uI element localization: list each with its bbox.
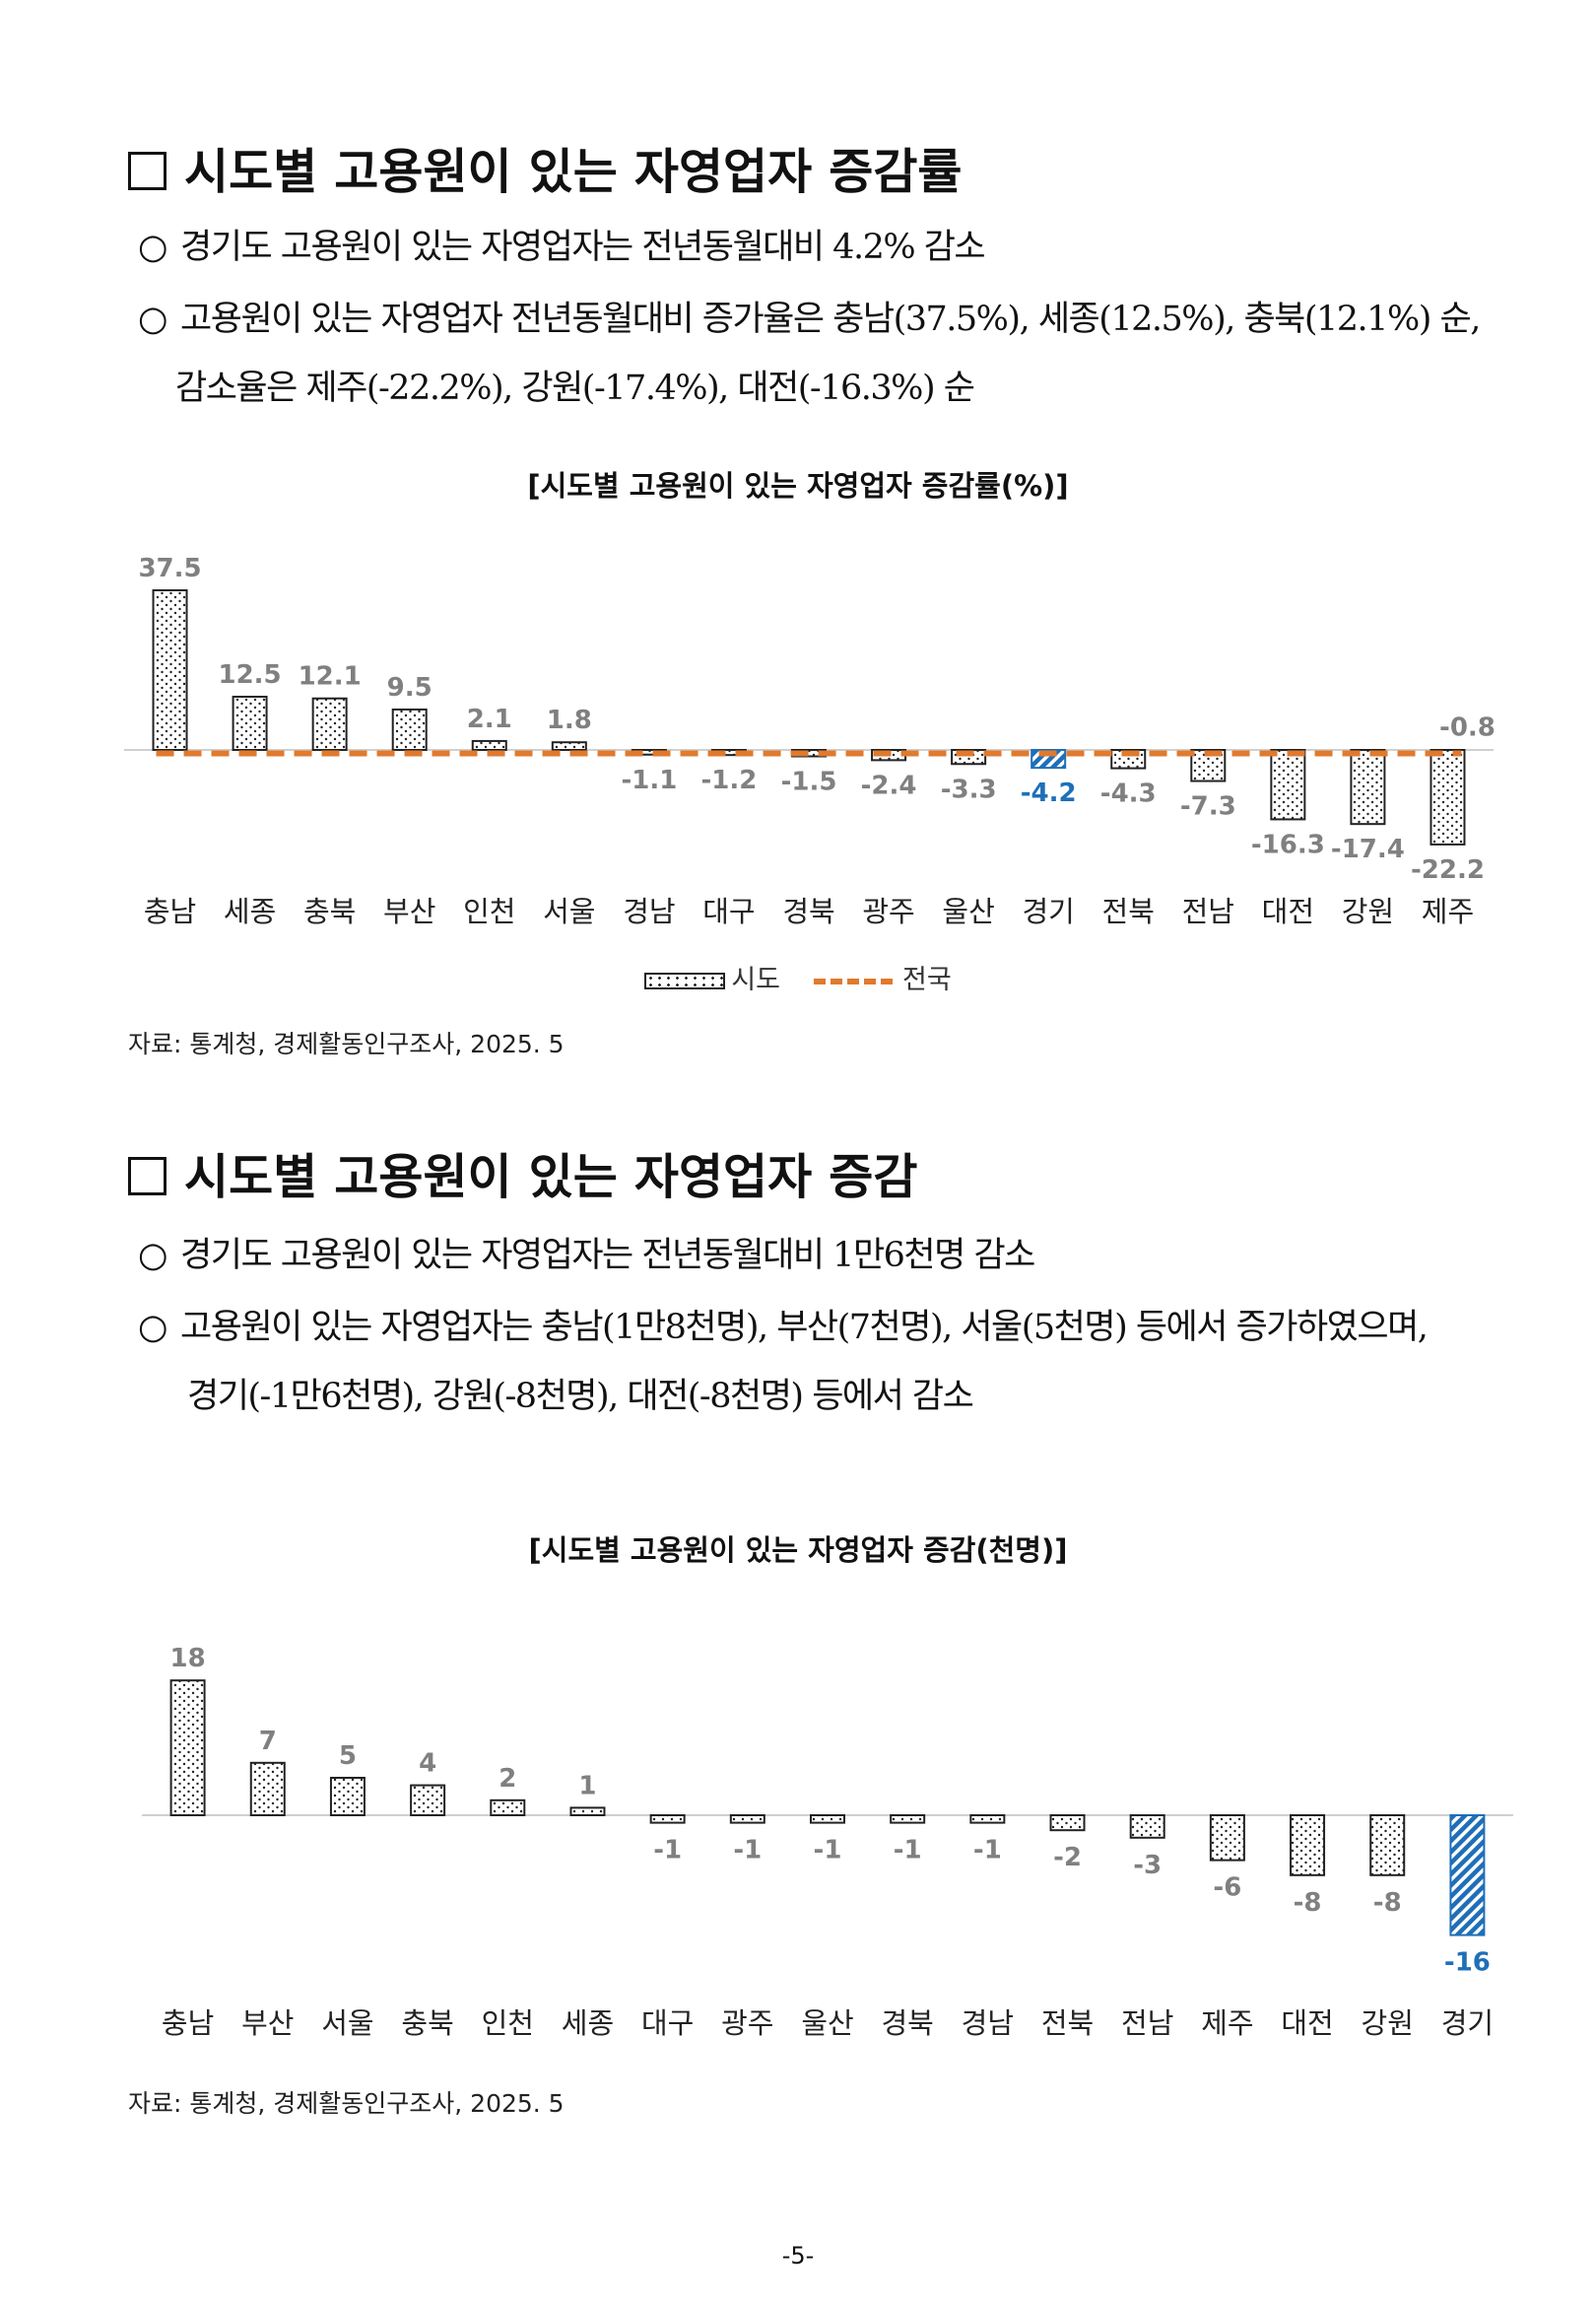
data-label-경북: -1 (894, 1836, 922, 1865)
data-label-세종: 1 (578, 1771, 596, 1800)
bar-전북 (1051, 1815, 1085, 1830)
bar-경남 (970, 1815, 1004, 1823)
category-label-전북: 전북 (1041, 2006, 1094, 2040)
category-label-경남: 경남 (962, 2006, 1014, 2040)
bar-광주 (731, 1815, 765, 1823)
data-label-충북: 4 (419, 1749, 436, 1779)
category-label-대전: 대전 (1281, 2006, 1333, 2040)
data-label-경남: -1 (973, 1836, 1002, 1865)
bar-경기 (1450, 1815, 1484, 1935)
data-label-제주: -6 (1213, 1873, 1241, 1903)
data-label-인천: 2 (499, 1764, 516, 1794)
data-label-충남: 18 (169, 1644, 205, 1673)
category-label-전남: 전남 (1121, 2006, 1173, 2040)
chart2-plot: 18 충남 7 부산 5 서울 4 충북 2 인천 1 세종 -1 대구 -1 광주 -1 울산 -1 경북 -1 경남 -… (0, 0, 1596, 2069)
data-label-서울: 5 (339, 1741, 357, 1771)
bar-충남 (171, 1680, 205, 1815)
category-label-대구: 대구 (641, 2006, 694, 2040)
bar-울산 (811, 1815, 844, 1823)
bar-부산 (251, 1763, 285, 1815)
category-label-서울: 서울 (321, 2006, 373, 2040)
data-label-전남: -3 (1133, 1851, 1162, 1880)
category-label-충남: 충남 (162, 2006, 214, 2040)
category-label-광주: 광주 (721, 2006, 773, 2040)
category-label-제주: 제주 (1201, 2006, 1253, 2040)
data-label-전북: -2 (1053, 1843, 1082, 1872)
category-label-울산: 울산 (801, 2006, 853, 2040)
bar-서울 (331, 1778, 365, 1815)
category-label-세종: 세종 (562, 2006, 614, 2040)
data-label-광주: -1 (733, 1836, 762, 1865)
data-label-경기: -16 (1444, 1948, 1491, 1978)
section2-source: 자료: 통계청, 경제활동인구조사, 2025. 5 (128, 2084, 565, 2120)
data-label-대구: -1 (653, 1836, 682, 1865)
category-label-경기: 경기 (1441, 2006, 1494, 2040)
bar-강원 (1370, 1815, 1404, 1875)
bar-세종 (570, 1807, 604, 1815)
data-label-울산: -1 (814, 1836, 842, 1865)
data-label-대전: -8 (1294, 1888, 1322, 1918)
category-label-부산: 부산 (241, 2006, 294, 2040)
category-label-강원: 강원 (1362, 2006, 1414, 2040)
bar-경북 (891, 1815, 924, 1823)
bar-전남 (1131, 1815, 1164, 1838)
bar-대전 (1291, 1815, 1324, 1875)
data-label-강원: -8 (1373, 1888, 1402, 1918)
category-label-경북: 경북 (881, 2006, 933, 2040)
bar-대구 (651, 1815, 685, 1823)
page-number: -5- (0, 2242, 1596, 2270)
bar-인천 (491, 1800, 524, 1815)
bar-제주 (1211, 1815, 1244, 1861)
category-label-인천: 인천 (482, 2006, 534, 2040)
category-label-충북: 충북 (401, 2006, 453, 2040)
data-label-부산: 7 (259, 1727, 277, 1756)
bar-충북 (411, 1786, 444, 1815)
